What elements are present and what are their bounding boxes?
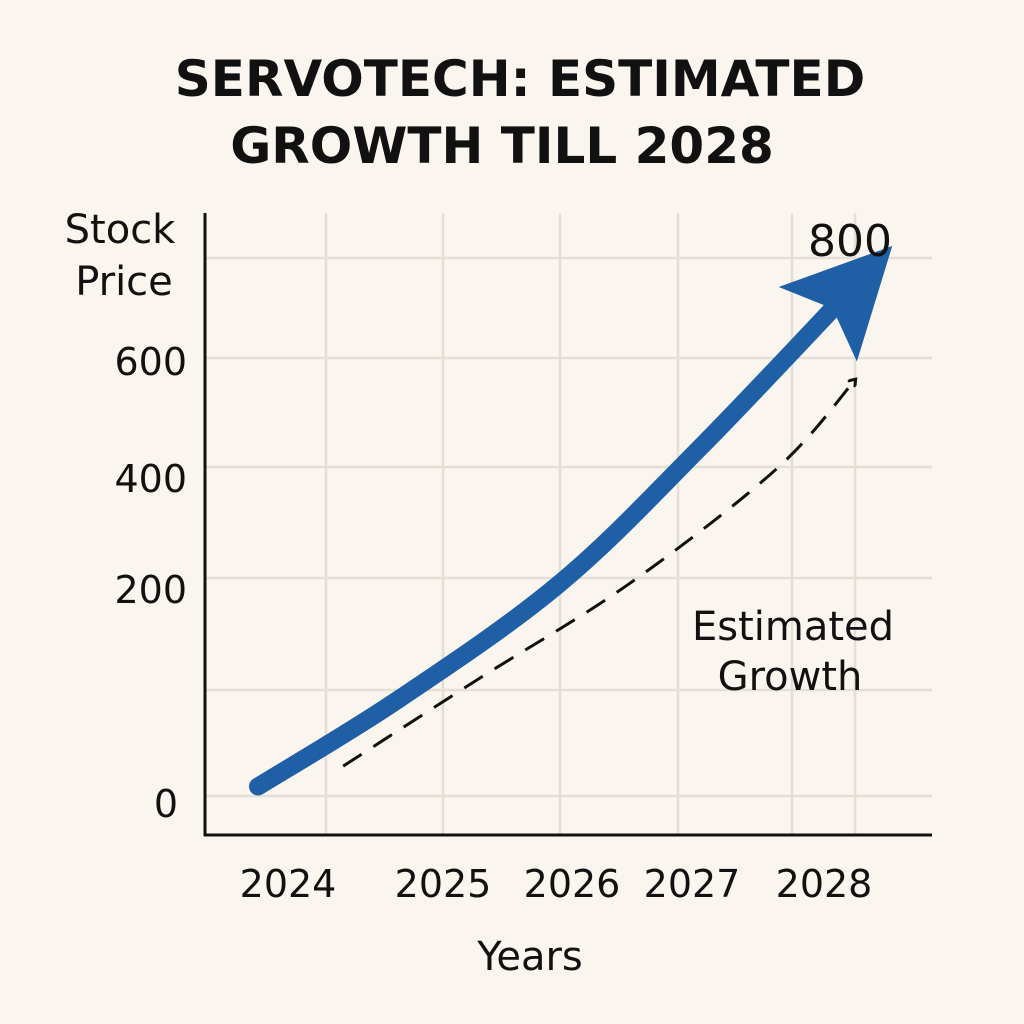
y-axis-label-line-2: Price <box>75 259 173 305</box>
x-tick-label-2025: 2025 <box>395 862 492 906</box>
y-tick-label-400: 400 <box>114 457 187 501</box>
chart-title-line-1: SERVOTECH: ESTIMATED <box>175 50 865 108</box>
x-axis-label: Years <box>476 934 583 980</box>
x-tick-label-2026: 2026 <box>524 862 621 906</box>
estimated-growth-label-line-2: Growth <box>718 654 863 700</box>
estimated-growth-curve <box>342 380 855 768</box>
end-value-label: 800 <box>808 216 892 267</box>
chart-title-line-2: GROWTH TILL 2028 <box>230 117 774 175</box>
x-tick-label-2024: 2024 <box>240 862 337 906</box>
y-axis-label-line-1: Stock <box>65 207 177 253</box>
y-tick-label-0: 0 <box>154 782 178 826</box>
estimated-growth-label-line-1: Estimated <box>692 604 894 650</box>
y-tick-label-600: 600 <box>114 340 187 384</box>
y-tick-label-200: 200 <box>114 568 187 612</box>
main-growth-curve <box>249 245 893 796</box>
x-tick-label-2027: 2027 <box>644 862 741 906</box>
x-tick-label-2028: 2028 <box>776 862 873 906</box>
